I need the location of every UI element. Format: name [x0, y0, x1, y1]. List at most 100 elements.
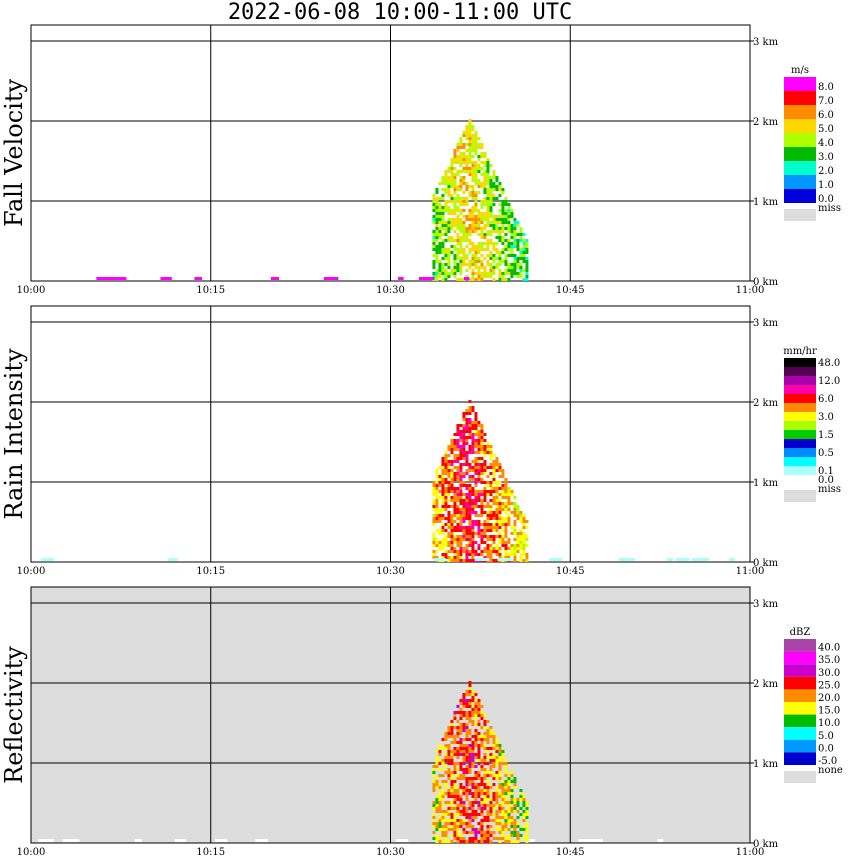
data-cell	[483, 454, 487, 457]
data-cell	[471, 143, 475, 146]
data-cell	[441, 475, 445, 478]
data-cell	[504, 487, 508, 490]
data-cell	[462, 738, 466, 741]
data-cell	[444, 771, 448, 774]
data-cell	[468, 753, 472, 756]
data-cell	[489, 753, 493, 756]
data-cell	[495, 517, 499, 520]
data-cell	[456, 768, 460, 771]
data-cell	[471, 433, 475, 436]
data-cell	[507, 209, 511, 212]
data-cell	[498, 759, 502, 762]
data-cell	[450, 514, 454, 517]
data-cell	[516, 245, 520, 248]
data-cell	[483, 759, 487, 762]
data-cell	[504, 245, 508, 248]
data-cell	[471, 188, 475, 191]
data-cell	[441, 840, 445, 843]
data-cell	[489, 514, 493, 517]
data-cell	[486, 538, 490, 541]
data-cell	[507, 502, 511, 505]
data-cell	[468, 511, 472, 514]
data-cell	[462, 813, 466, 816]
data-cell	[438, 753, 442, 756]
data-cell	[432, 236, 436, 239]
data-cell	[468, 538, 472, 541]
data-cell	[486, 553, 490, 556]
data-cell	[450, 726, 454, 729]
data-cell	[501, 750, 505, 753]
data-cell	[510, 490, 514, 493]
data-cell	[462, 236, 466, 239]
data-cell	[465, 547, 469, 550]
data-cell	[471, 436, 475, 439]
data-cell	[462, 756, 466, 759]
data-cell	[477, 828, 481, 831]
legend-label: 2.0	[818, 166, 834, 177]
data-cell	[435, 239, 439, 242]
data-cell	[483, 783, 487, 786]
data-cell	[468, 466, 472, 469]
data-cell	[495, 762, 499, 765]
data-cell	[474, 427, 478, 430]
data-cell	[468, 412, 472, 415]
data-cell	[522, 825, 526, 828]
data-cell	[432, 523, 436, 526]
data-cell	[456, 215, 460, 218]
data-cell	[507, 822, 511, 825]
data-cell	[462, 257, 466, 260]
legend-swatch	[784, 412, 816, 421]
data-cell	[441, 810, 445, 813]
data-cell	[471, 140, 475, 143]
data-cell	[492, 218, 496, 221]
data-cell	[471, 705, 475, 708]
data-cell	[480, 436, 484, 439]
data-cell	[462, 251, 466, 254]
data-cell	[489, 182, 493, 185]
data-cell	[462, 412, 466, 415]
data-cell	[441, 768, 445, 771]
data-cell	[504, 550, 508, 553]
data-cell	[480, 783, 484, 786]
data-cell	[468, 140, 472, 143]
data-cell	[477, 699, 481, 702]
data-cell	[462, 714, 466, 717]
data-cell	[480, 789, 484, 792]
data-cell	[474, 412, 478, 415]
data-cell	[465, 257, 469, 260]
data-cell	[489, 556, 493, 559]
data-cell	[453, 768, 457, 771]
data-cell	[471, 191, 475, 194]
data-cell	[513, 532, 517, 535]
data-cell	[486, 272, 490, 275]
data-cell	[507, 538, 511, 541]
data-cell	[507, 789, 511, 792]
data-cell	[483, 777, 487, 780]
data-cell	[471, 750, 475, 753]
data-cell	[456, 499, 460, 502]
data-cell	[465, 544, 469, 547]
data-cell	[465, 535, 469, 538]
data-cell	[480, 185, 484, 188]
data-cell	[459, 490, 463, 493]
data-cell	[477, 137, 481, 140]
data-cell	[432, 804, 436, 807]
data-cell	[459, 547, 463, 550]
data-cell	[492, 248, 496, 251]
legend-label: 0.5	[818, 448, 834, 459]
data-cell	[444, 466, 448, 469]
data-cell	[435, 834, 439, 837]
data-cell	[468, 131, 472, 134]
data-cell	[456, 218, 460, 221]
data-cell	[477, 720, 481, 723]
data-cell	[477, 804, 481, 807]
data-cell	[486, 804, 490, 807]
data-cell	[438, 520, 442, 523]
data-cell	[486, 475, 490, 478]
data-cell	[516, 508, 520, 511]
data-cell	[489, 813, 493, 816]
data-cell	[474, 789, 478, 792]
data-cell	[450, 819, 454, 822]
data-cell	[465, 472, 469, 475]
data-cell	[465, 816, 469, 819]
